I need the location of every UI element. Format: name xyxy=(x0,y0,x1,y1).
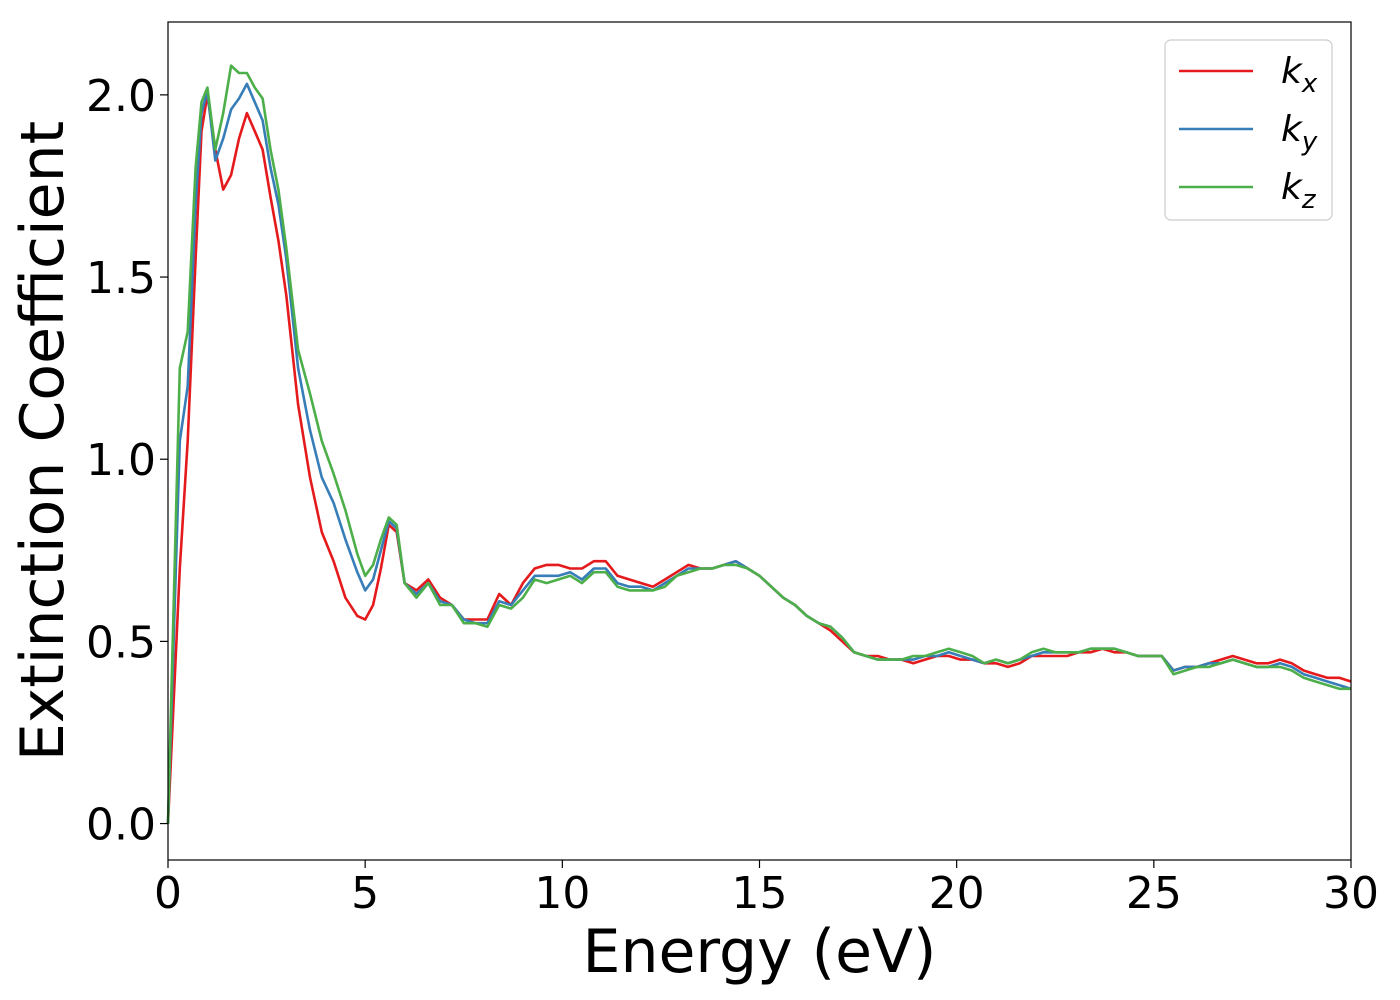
x-tick-label: 5 xyxy=(351,868,379,919)
x-tick-label: 30 xyxy=(1323,868,1379,919)
x-axis-label: Energy (eV) xyxy=(583,917,937,987)
y-axis-label: Extinction Coefficient xyxy=(8,121,78,761)
legend-label-x: kx xyxy=(1281,51,1318,99)
x-axis-ticks: 0 5 10 15 20 25 30 xyxy=(154,860,1379,919)
legend-label-z: kz xyxy=(1281,167,1317,215)
y-tick-label: 0.5 xyxy=(86,617,156,668)
y-tick-label: 1.0 xyxy=(86,435,156,486)
x-tick-label: 15 xyxy=(732,868,788,919)
legend: kx ky kz xyxy=(1164,39,1333,221)
x-tick-label: 0 xyxy=(154,868,182,919)
y-tick-label: 0.0 xyxy=(86,800,156,851)
y-tick-label: 2.0 xyxy=(86,71,156,122)
x-tick-label: 20 xyxy=(929,868,985,919)
legend-label-y: ky xyxy=(1281,109,1318,157)
plot-area xyxy=(166,64,1352,824)
x-tick-label: 25 xyxy=(1126,868,1182,919)
x-tick-label: 10 xyxy=(534,868,590,919)
plot-frame xyxy=(167,21,1352,861)
series-line-z xyxy=(166,64,1351,824)
y-tick-label: 1.5 xyxy=(86,253,156,304)
y-axis-ticks: 0.0 0.5 1.0 1.5 2.0 xyxy=(86,71,168,851)
